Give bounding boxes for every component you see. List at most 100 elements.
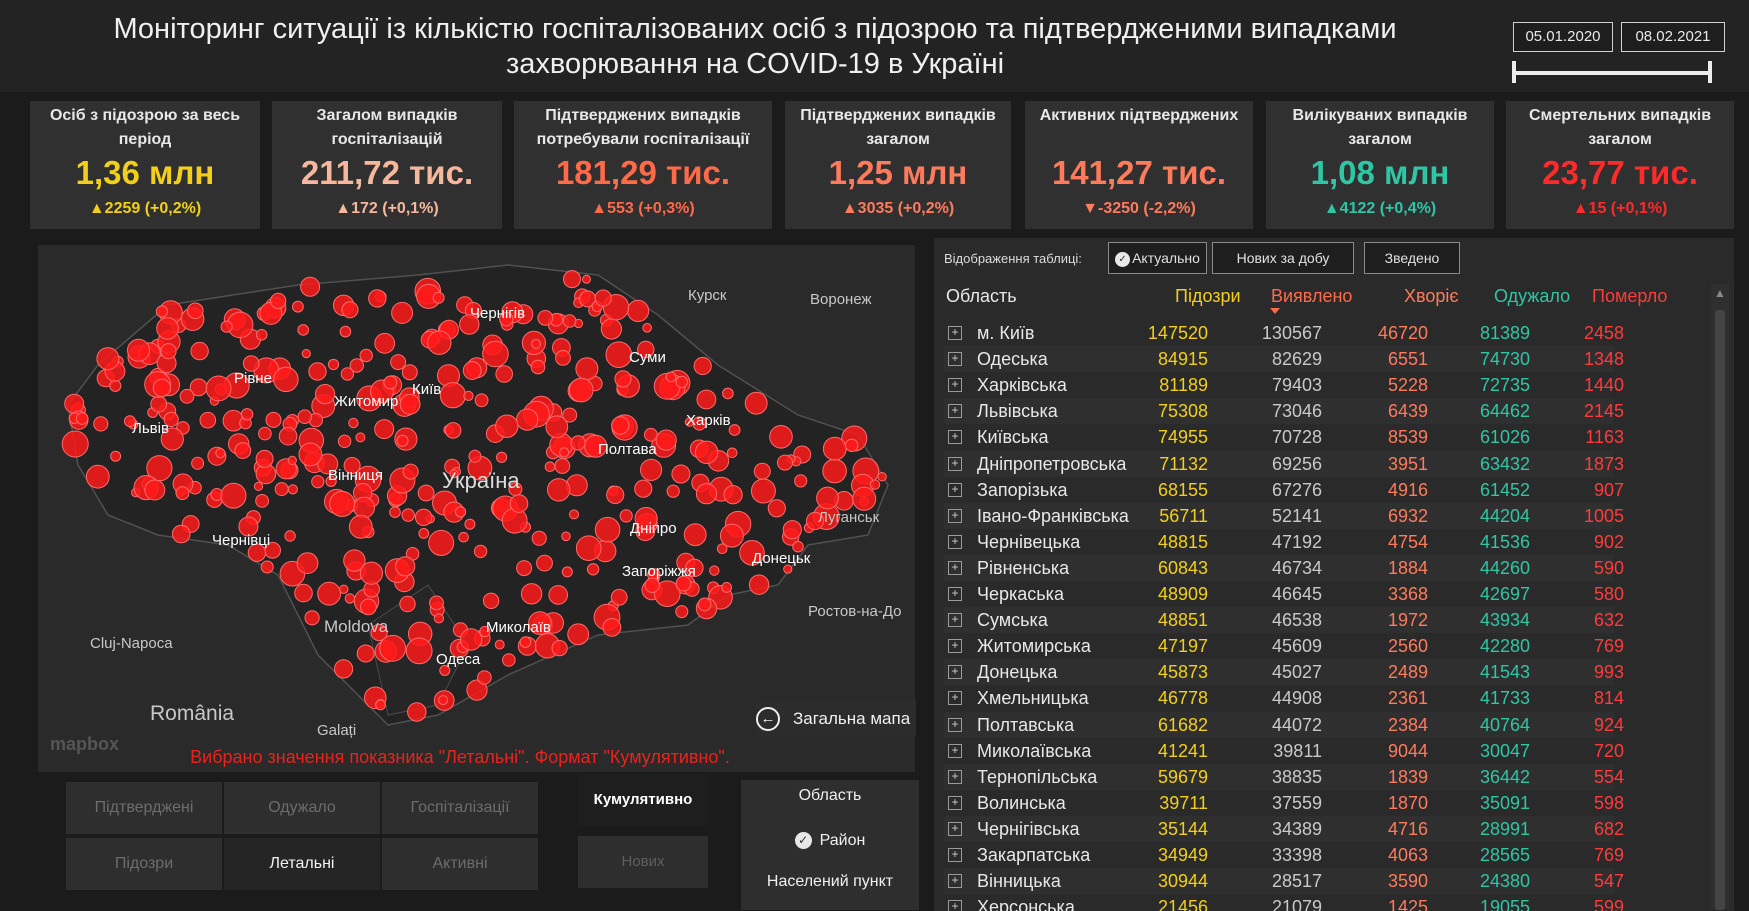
- map-bubble[interactable]: [160, 343, 177, 360]
- map-bubble[interactable]: [602, 618, 622, 637]
- map-bubble[interactable]: [300, 276, 321, 297]
- map-bubble[interactable]: [205, 375, 232, 402]
- map-bubble[interactable]: [348, 417, 359, 429]
- map-bubble[interactable]: [64, 393, 85, 414]
- map-bubble[interactable]: [315, 384, 336, 405]
- map-bubble[interactable]: [750, 478, 776, 504]
- expand-icon[interactable]: +: [948, 560, 962, 575]
- map-bubble[interactable]: [418, 528, 430, 539]
- map-bubble[interactable]: [466, 679, 488, 701]
- map-bubble[interactable]: [301, 349, 311, 359]
- expand-icon[interactable]: +: [948, 639, 962, 654]
- map-bubble[interactable]: [433, 613, 444, 624]
- map-bubble[interactable]: [716, 543, 728, 555]
- table-row[interactable]: + Одеська 84915 82629 6551 74730 1348: [944, 346, 1624, 373]
- map-bubble[interactable]: [383, 375, 398, 390]
- map-bubble[interactable]: [516, 408, 539, 431]
- map-bubble[interactable]: [769, 425, 793, 449]
- map-bubble[interactable]: [697, 597, 712, 612]
- map-bubble[interactable]: [665, 371, 677, 383]
- column-header-sick[interactable]: Хворіє: [1404, 286, 1459, 306]
- expand-icon[interactable]: +: [948, 665, 962, 680]
- metric-suspected-button[interactable]: Підозри: [66, 838, 222, 890]
- map-bubble[interactable]: [562, 314, 577, 328]
- map-bubble[interactable]: [459, 628, 483, 651]
- map-bubble[interactable]: [822, 458, 847, 484]
- map-bubble[interactable]: [155, 305, 169, 318]
- map-bubble[interactable]: [459, 314, 480, 335]
- toggle-current-button[interactable]: ✓ Актуально: [1108, 242, 1207, 274]
- map-bubble[interactable]: [359, 348, 373, 363]
- map-bubble[interactable]: [783, 564, 793, 574]
- map-bubble[interactable]: [605, 341, 633, 368]
- map-bubble[interactable]: [355, 432, 366, 443]
- map-bubble[interactable]: [482, 592, 500, 609]
- map-bubble[interactable]: [748, 574, 770, 595]
- map-bubble[interactable]: [356, 644, 375, 663]
- map-bubble[interactable]: [569, 509, 579, 520]
- map-bubble[interactable]: [693, 356, 712, 376]
- map-bubble[interactable]: [611, 416, 630, 435]
- map-bubble[interactable]: [191, 456, 205, 470]
- map-bubble[interactable]: [654, 580, 681, 608]
- expand-icon[interactable]: +: [948, 508, 962, 523]
- general-map-button[interactable]: ← Загальна мапа: [756, 700, 916, 736]
- map-bubble[interactable]: [739, 540, 765, 566]
- table-row[interactable]: + м. Київ 147520 130567 46720 81389 2458: [944, 320, 1624, 346]
- map-bubble[interactable]: [655, 429, 677, 451]
- map-bubble[interactable]: [586, 563, 600, 576]
- map-bubble[interactable]: [499, 312, 514, 327]
- map-bubble[interactable]: [343, 457, 361, 474]
- map-bubble[interactable]: [594, 289, 612, 307]
- date-range-slider[interactable]: [1512, 71, 1712, 75]
- map-bubble[interactable]: [722, 387, 734, 400]
- map-bubble[interactable]: [792, 540, 804, 553]
- map-bubble[interactable]: [349, 358, 364, 373]
- map-bubble[interactable]: [474, 393, 489, 408]
- map-bubble[interactable]: [274, 482, 289, 497]
- map-bubble[interactable]: [325, 475, 337, 487]
- map-bubble[interactable]: [390, 354, 407, 371]
- format-cumulative-button[interactable]: Кумулятивно: [578, 774, 708, 826]
- map-bubble[interactable]: [374, 332, 396, 354]
- map-bubble[interactable]: [528, 611, 552, 635]
- map-bubble[interactable]: [298, 442, 323, 467]
- map-bubble[interactable]: [544, 461, 556, 472]
- map-bubble[interactable]: [152, 378, 172, 398]
- map-bubble[interactable]: [536, 554, 553, 572]
- map-bubble[interactable]: [242, 355, 260, 372]
- map-bubble[interactable]: [531, 530, 547, 546]
- map-bubble[interactable]: [360, 598, 377, 616]
- column-header-region[interactable]: Область: [946, 286, 1017, 306]
- map-bubble[interactable]: [637, 340, 655, 359]
- map-bubble[interactable]: [260, 560, 274, 574]
- map-bubble[interactable]: [265, 411, 282, 428]
- map-bubble[interactable]: [395, 556, 416, 577]
- map-bubble[interactable]: [794, 474, 808, 488]
- map-bubble[interactable]: [163, 411, 179, 427]
- map-bubble[interactable]: [477, 670, 492, 685]
- map-bubble[interactable]: [640, 458, 663, 481]
- map-bubble[interactable]: [287, 484, 298, 495]
- map-bubble[interactable]: [339, 325, 352, 338]
- expand-icon[interactable]: +: [948, 587, 962, 601]
- level-region-option[interactable]: Область: [798, 787, 862, 804]
- map-bubble[interactable]: [494, 639, 505, 650]
- map-bubble[interactable]: [551, 640, 568, 657]
- map-bubble[interactable]: [627, 299, 650, 323]
- expand-icon[interactable]: +: [948, 795, 962, 810]
- map-bubble[interactable]: [428, 529, 455, 556]
- map-bubble[interactable]: [444, 422, 462, 439]
- map-bubble[interactable]: [238, 516, 259, 537]
- map-bubble[interactable]: [600, 318, 623, 340]
- column-header-died[interactable]: Померло: [1592, 286, 1668, 306]
- map-bubble[interactable]: [537, 310, 554, 326]
- map-bubble[interactable]: [614, 370, 632, 388]
- table-row[interactable]: + Миколаївська 41241 39811 9044 30047 720: [944, 738, 1624, 764]
- table-row[interactable]: + Дніпропетровська 71132 69256 3951 63432 1873: [944, 450, 1624, 477]
- map-bubble[interactable]: [723, 485, 743, 505]
- map-bubble[interactable]: [782, 520, 802, 540]
- map-bubble[interactable]: [462, 361, 482, 380]
- map-bubble[interactable]: [726, 447, 738, 459]
- map-bubble[interactable]: [501, 507, 528, 534]
